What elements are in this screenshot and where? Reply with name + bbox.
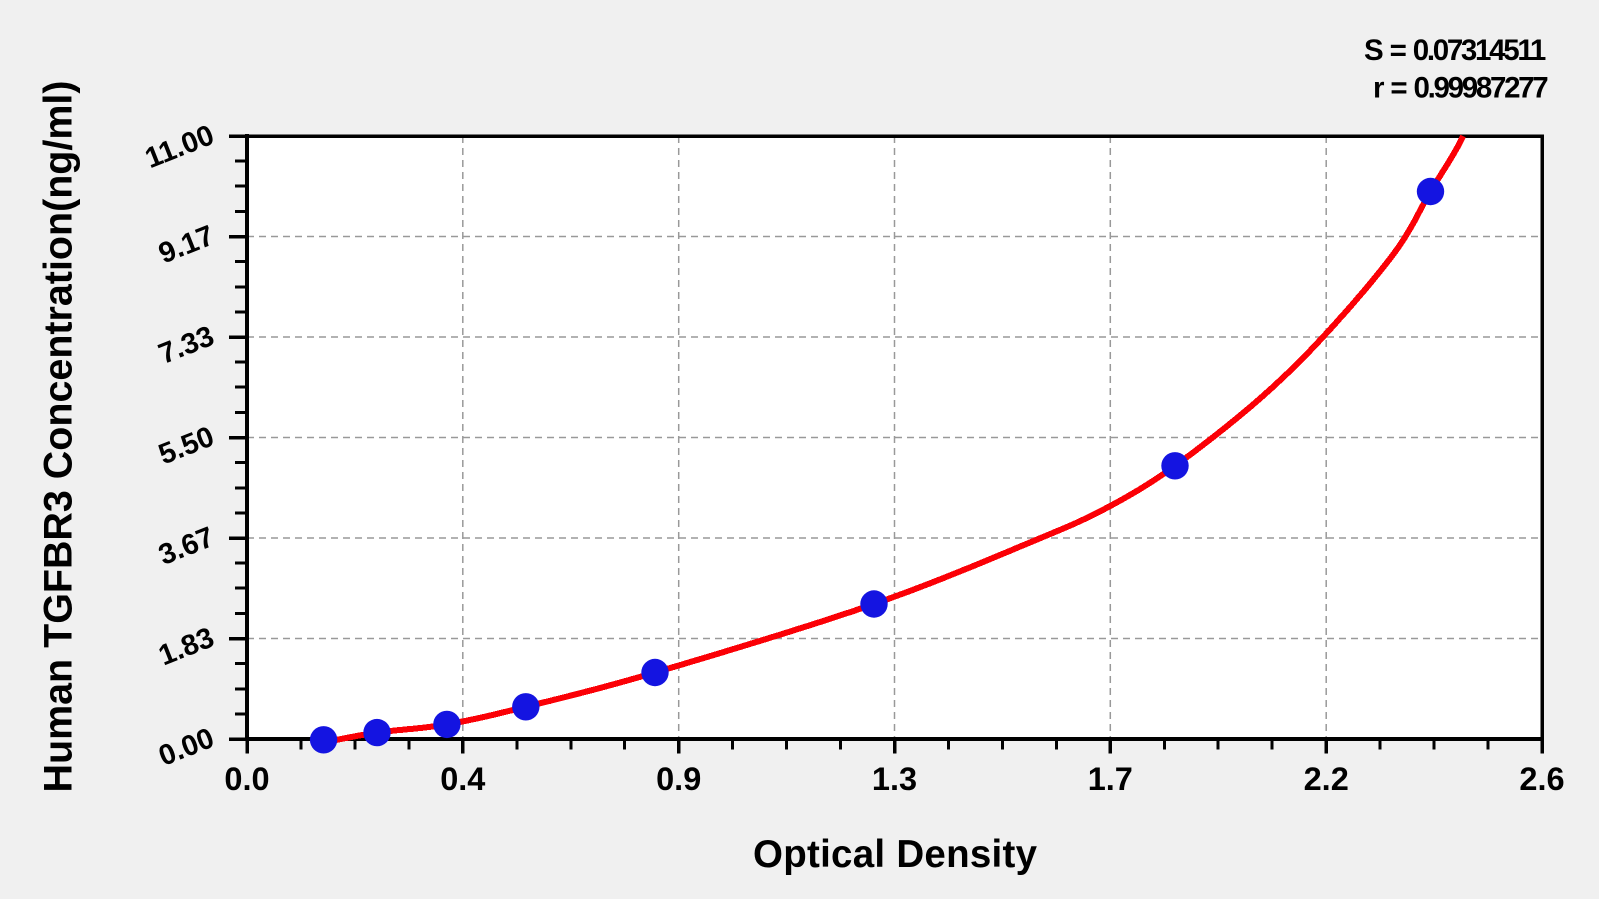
svg-text:Human TGFBR3 Concentration(ng/: Human TGFBR3 Concentration(ng/ml) [37,81,81,793]
svg-text:2.2: 2.2 [1304,761,1349,797]
svg-text:S = 0.07314511: S = 0.07314511 [1364,34,1546,67]
svg-text:0.9: 0.9 [656,761,701,797]
svg-text:1.7: 1.7 [1088,761,1133,797]
svg-text:r = 0.99987277: r = 0.99987277 [1373,71,1548,104]
svg-text:2.6: 2.6 [1519,761,1564,797]
svg-text:0.4: 0.4 [440,761,485,797]
svg-text:1.3: 1.3 [872,761,917,797]
svg-text:Optical Density: Optical Density [753,833,1038,876]
svg-text:0.0: 0.0 [224,761,269,797]
